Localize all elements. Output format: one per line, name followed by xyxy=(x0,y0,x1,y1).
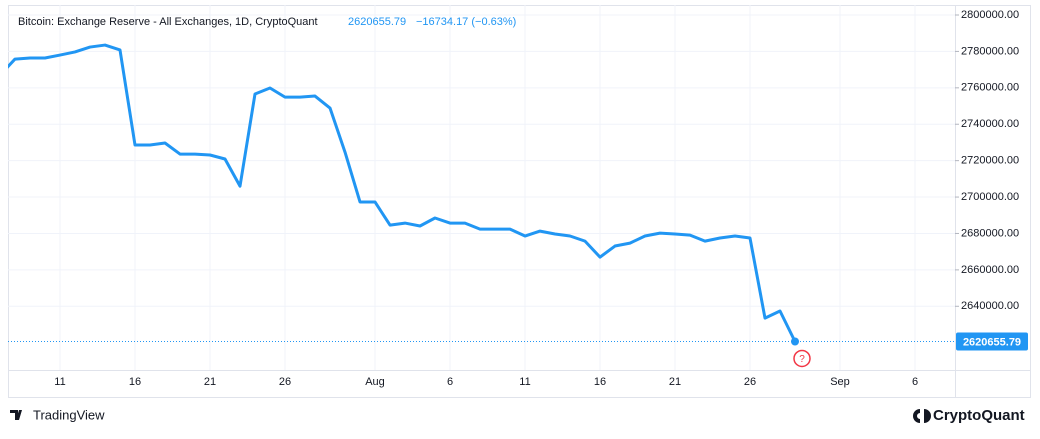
x-tick-label: 26 xyxy=(279,376,291,388)
x-tick-label: 26 xyxy=(744,376,756,388)
y-tick-label: 2780000.00 xyxy=(961,45,1019,57)
x-tick-label: Sep xyxy=(830,376,850,388)
x-tick-label: 11 xyxy=(519,376,530,388)
chart-title: Bitcoin: Exchange Reserve - All Exchange… xyxy=(18,16,318,28)
frame xyxy=(8,5,1031,398)
y-tick-label: 2660000.00 xyxy=(961,264,1019,276)
last-value: 2620655.79 xyxy=(348,16,406,28)
line xyxy=(8,43,797,343)
x-tick-label: 21 xyxy=(669,376,681,388)
cryptoquant-logo: CryptoQuant xyxy=(913,407,1025,424)
grid xyxy=(8,5,955,370)
x-tick-label: 6 xyxy=(447,376,453,388)
y-tick-label: 2720000.00 xyxy=(961,155,1019,167)
marker-badge xyxy=(793,349,811,368)
tradingview-logo: TradingView xyxy=(10,407,105,422)
y-tick-label: 2700000.00 xyxy=(961,191,1019,203)
y-tick-label: 2680000.00 xyxy=(961,227,1019,239)
last-value-label: 2620655.79 xyxy=(963,336,1021,348)
last-value-box xyxy=(956,332,1028,351)
x-tick-label: 16 xyxy=(129,376,141,388)
y-tick-label: 2760000.00 xyxy=(961,82,1019,94)
axes: 2640000.00 2660000.00 2680000.00 2700000.00… xyxy=(54,9,1028,388)
x-tick-label: Aug xyxy=(365,376,385,388)
y-tick-label: 2740000.00 xyxy=(961,118,1019,130)
marker-label: ? xyxy=(799,354,805,365)
y-tick-label: 2800000.00 xyxy=(961,9,1019,21)
y-tick-label: 2640000.00 xyxy=(961,300,1019,312)
watermark-right: CryptoQuant xyxy=(933,407,1025,424)
watermark-left: TradingView xyxy=(33,407,105,422)
x-tick-label: 21 xyxy=(204,376,216,388)
x-tick-label: 11 xyxy=(54,376,65,388)
plot xyxy=(8,43,799,346)
x-tick-label: 6 xyxy=(912,376,918,388)
change-label: −16734.17 (−0.63%) xyxy=(416,16,516,28)
x-tick-label: 16 xyxy=(594,376,606,388)
last-point xyxy=(791,337,799,346)
